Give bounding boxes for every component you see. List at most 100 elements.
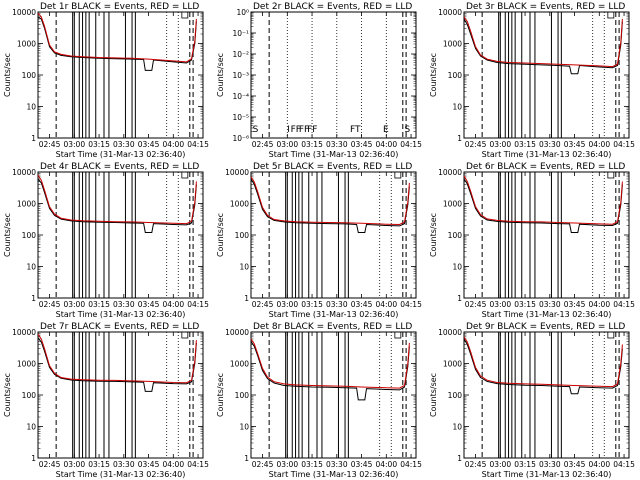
x-tick-label: 03:45 — [351, 300, 373, 309]
y-tick-label: 10⁻² — [232, 50, 249, 59]
detector-chart-9: Det 9r BLACK = Events, RED = LLD 1 10 100 10… — [429, 322, 635, 479]
x-tick-label: 02:45 — [252, 300, 274, 309]
events-series-line — [250, 178, 410, 233]
lld-series-line — [37, 13, 197, 63]
lld-series-line — [250, 338, 410, 389]
y-tick-label: 10⁻³ — [232, 71, 249, 80]
x-tick-label: 03:00 — [63, 140, 85, 149]
x-tick-label: 04:15 — [613, 300, 635, 309]
y-axis-label: Counts/sec — [429, 373, 438, 417]
y-tick-label: 1000 — [443, 360, 462, 369]
y-tick-label: 10 — [26, 263, 36, 272]
x-tick-label: 03:15 — [514, 300, 536, 309]
y-tick-label: 100 — [22, 231, 37, 240]
y-tick-label: 10000 — [225, 328, 249, 337]
chart-title: Det 1r BLACK = Events, RED = LLD — [40, 2, 199, 12]
flag-label: I — [287, 125, 290, 135]
x-tick-label: 02:45 — [465, 300, 487, 309]
x-tick-label: 03:15 — [301, 140, 323, 149]
lld-series-line — [250, 176, 410, 226]
y-tick-label: 10000 — [12, 328, 36, 337]
x-tick-label: 03:30 — [113, 140, 135, 149]
flag-label: FF — [299, 125, 309, 135]
x-tick-label: 03:15 — [88, 140, 110, 149]
x-tick-label: 03:00 — [276, 460, 298, 469]
events-series-line — [463, 338, 623, 395]
chart-title: Det 4r BLACK = Events, RED = LLD — [40, 162, 199, 172]
x-tick-label: 03:00 — [489, 460, 511, 469]
flag-label: FF — [307, 125, 317, 135]
y-axis-label: Counts/sec — [216, 373, 225, 417]
x-tick-label: 04:00 — [375, 300, 397, 309]
x-axis-label: Start Time (31-Mar-13 02:36:40) — [269, 310, 399, 319]
lld-series-line — [37, 174, 197, 225]
x-tick-label: 02:45 — [39, 460, 61, 469]
y-tick-label: 10000 — [12, 168, 36, 177]
y-tick-label: 1 — [31, 294, 36, 303]
y-tick-label: 100 — [448, 231, 463, 240]
detector-chart-4: Det 4r BLACK = Events, RED = LLD 1 10 100 10… — [3, 162, 209, 319]
x-tick-label: 03:00 — [63, 300, 85, 309]
x-tick-label: 04:00 — [375, 460, 397, 469]
x-tick-label: 04:00 — [588, 300, 610, 309]
x-tick-label: 04:15 — [400, 300, 422, 309]
y-tick-label: 1 — [244, 454, 249, 463]
x-tick-label: 03:00 — [276, 140, 298, 149]
y-axis-label: Counts/sec — [3, 53, 12, 97]
y-tick-label: 10000 — [225, 168, 249, 177]
x-tick-label: 03:45 — [138, 140, 160, 149]
x-tick-label: 04:15 — [187, 460, 209, 469]
y-tick-label: 1000 — [17, 200, 36, 209]
chart-title: Det 6r BLACK = Events, RED = LLD — [466, 162, 625, 172]
y-tick-label: 100 — [448, 71, 463, 80]
events-series-line — [37, 178, 197, 233]
y-tick-label: 10⁻⁶ — [232, 134, 249, 143]
lld-series-line — [37, 333, 197, 384]
chart-title: Det 7r BLACK = Events, RED = LLD — [40, 322, 199, 332]
detector-chart-8: Det 8r BLACK = Events, RED = LLD 1 10 100 10… — [216, 322, 422, 479]
x-tick-label: 04:15 — [187, 140, 209, 149]
detector-chart-5: Det 5r BLACK = Events, RED = LLD 1 10 100 10… — [216, 162, 422, 319]
x-tick-label: 03:45 — [351, 140, 373, 149]
x-tick-label: 03:00 — [276, 300, 298, 309]
y-tick-label: 10⁰ — [236, 8, 249, 17]
x-tick-label: 03:30 — [539, 140, 561, 149]
chart-title: Det 8r BLACK = Events, RED = LLD — [253, 322, 412, 332]
x-tick-label: 03:45 — [564, 140, 586, 149]
x-tick-label: 02:45 — [252, 460, 274, 469]
chart-title: Det 2r BLACK = Events, RED = LLD — [253, 2, 412, 12]
events-series-line — [250, 341, 410, 401]
flag-label: S — [404, 125, 410, 135]
y-tick-label: 1000 — [230, 200, 249, 209]
y-tick-label: 10000 — [438, 168, 462, 177]
x-tick-label: 03:15 — [88, 460, 110, 469]
x-tick-label: 03:45 — [138, 460, 160, 469]
saa-box — [181, 331, 189, 339]
plot-frame — [250, 11, 417, 139]
lld-series-line — [463, 16, 623, 68]
x-tick-label: 03:30 — [113, 460, 135, 469]
x-tick-label: 03:30 — [326, 460, 348, 469]
y-tick-label: 1 — [457, 454, 462, 463]
x-tick-label: 03:00 — [489, 140, 511, 149]
y-tick-label: 100 — [235, 231, 250, 240]
y-tick-label: 1 — [457, 134, 462, 143]
y-tick-label: 1 — [457, 294, 462, 303]
detector-chart-2: Det 2r BLACK = Events, RED = LLD 10⁻⁶ 10⁻⁵… — [216, 2, 422, 159]
saa-box — [607, 331, 615, 339]
y-axis-label: Counts/sec — [3, 373, 12, 417]
x-tick-label: 03:30 — [539, 460, 561, 469]
x-tick-label: 04:15 — [400, 140, 422, 149]
x-axis-label: Start Time (31-Mar-13 02:36:40) — [56, 150, 186, 159]
x-tick-label: 03:45 — [564, 300, 586, 309]
x-tick-label: 04:00 — [375, 140, 397, 149]
x-axis-label: Start Time (31-Mar-13 02:36:40) — [269, 150, 399, 159]
x-tick-label: 03:15 — [301, 460, 323, 469]
y-tick-label: 10 — [452, 423, 462, 432]
detector-chart-1: Det 1r BLACK = Events, RED = LLD 1 10 100 10… — [3, 2, 209, 159]
x-tick-label: 04:15 — [400, 460, 422, 469]
x-axis-label: Start Time (31-Mar-13 02:36:40) — [482, 150, 612, 159]
y-tick-label: 1000 — [443, 40, 462, 49]
detector-chart-3: Det 3r BLACK = Events, RED = LLD 1 10 100 10… — [429, 2, 635, 159]
saa-box — [181, 171, 189, 179]
